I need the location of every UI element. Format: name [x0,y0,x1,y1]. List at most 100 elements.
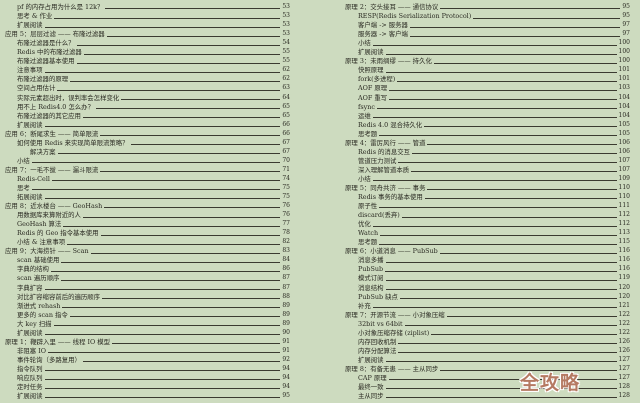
toc-section-entry[interactable]: 解决方案 67 [0,147,290,156]
toc-section-entry[interactable]: PubSub 缺点 120 [320,292,630,301]
toc-section-entry[interactable]: 扩展阅读 66 [0,120,290,129]
toc-section-entry[interactable]: AOF 重写 104 [320,92,630,102]
toc-section-entry[interactable]: 布隆过滤器是什么？ 54 [0,38,290,47]
toc-section-entry[interactable]: 对比扩容缩容前后的遍历顺序 88 [0,292,290,301]
toc-section-entry[interactable]: 实际元素超出时，误判率会怎样变化 64 [0,92,290,102]
leader-line [385,388,617,390]
toc-section-entry[interactable]: 小结 109 [320,174,630,183]
toc-chapter-entry[interactable]: 原理 3：未雨绸缪 —— 持久化 100 [320,56,630,65]
toc-section-entry[interactable]: 布隆过滤器基本使用 55 [0,56,290,65]
toc-section-entry[interactable]: 空间占用估计 63 [0,83,290,92]
toc-entry-title: 小结 [358,174,371,183]
toc-section-entry[interactable]: Redis 事务的基本使用 110 [320,192,630,201]
leader-line [82,361,281,363]
toc-section-entry[interactable]: RESP(Redis Serialization Protocol) 95 [320,11,630,20]
toc-section-entry[interactable]: 指令队列 94 [0,364,290,373]
toc-section-entry[interactable]: 如何使用 Redis 来实现简单限流策略？ 67 [0,138,290,147]
toc-section-entry[interactable]: 布隆过滤器的原理 62 [0,74,290,83]
toc-section-entry[interactable]: 事件轮询（多路复用） 92 [0,355,290,364]
toc-section-entry[interactable]: 模式订阅 119 [320,273,630,282]
toc-section-entry[interactable]: 主从同步 128 [320,391,630,400]
toc-section-entry[interactable]: 用不上 Redis4.0 怎么办？ 65 [0,102,290,111]
toc-chapter-entry[interactable]: 原理 1：鞭辟入里 —— 线程 IO 模型 91 [0,337,290,346]
toc-section-entry[interactable]: 字典扩容 87 [0,282,290,292]
leader-line [82,216,281,218]
toc-section-entry[interactable]: 注意事项 62 [0,65,290,74]
toc-section-entry[interactable]: pf 的内存占用为什么是 12k？ 53 [0,2,290,11]
toc-section-entry[interactable]: 小结 & 注意事项 82 [0,237,290,246]
toc-chapter-entry[interactable]: 应用 5：层层过滤 —— 布隆过滤器 53 [0,29,290,38]
toc-section-entry[interactable]: 运维 104 [320,111,630,120]
toc-section-entry[interactable]: scan 基础使用 84 [0,255,290,264]
toc-section-entry[interactable]: 补充 121 [320,301,630,310]
toc-section-entry[interactable]: 用数据库来算附近的人 76 [0,210,290,219]
toc-chapter-entry[interactable]: 原理 7：开源节流 —— 小对象压缩 122 [320,310,630,319]
toc-section-entry[interactable]: PubSub 116 [320,264,630,273]
toc-chapter-entry[interactable]: 应用 7：一毛不拔 —— 漏斗限流 71 [0,165,290,174]
toc-section-entry[interactable]: 优化 112 [320,219,630,228]
toc-section-entry[interactable]: 扩展阅读 95 [0,391,290,400]
toc-section-entry[interactable]: Redis 的消息交互 106 [320,147,630,156]
toc-chapter-entry[interactable]: 原理 8：有备无患 —— 主从同步 127 [320,364,630,373]
toc-page-number: 55 [282,57,290,65]
toc-entry-title: AOF 原理 [358,84,388,93]
toc-chapter-entry[interactable]: 应用 8：近水楼台 —— GeoHash 76 [0,201,290,210]
toc-section-entry[interactable]: 扩展阅读 53 [0,20,290,29]
toc-section-entry[interactable]: 渐进式 rehash 89 [0,301,290,310]
toc-section-entry[interactable]: 思考题 115 [320,237,630,246]
toc-section-entry[interactable]: 字典的结构 86 [0,264,290,273]
toc-section-entry[interactable]: 扩展阅读 90 [0,328,290,337]
toc-entry-title: 小结 [17,156,30,165]
toc-section-entry[interactable]: 思考 & 作业 53 [0,11,290,20]
toc-section-entry[interactable]: 消息多播 116 [320,255,630,264]
toc-section-entry[interactable]: 最终一致 128 [320,382,630,391]
toc-section-entry[interactable]: 内存分配算法 126 [320,346,630,355]
toc-section-entry[interactable]: 非阻塞 IO 91 [0,346,290,355]
toc-chapter-entry[interactable]: 应用 9：大海捞针 —— Scan 83 [0,246,290,255]
toc-chapter-entry[interactable]: 原理 4：雷厉风行 —— 管道 106 [320,138,630,147]
toc-page-number: 128 [618,383,630,391]
toc-section-entry[interactable]: 拓展阅读 75 [0,192,290,201]
toc-section-entry[interactable]: GeoHash 算法 77 [0,219,290,228]
toc-section-entry[interactable]: 小结 100 [320,38,630,47]
toc-section-entry[interactable]: fork(多进程) 101 [320,74,630,83]
toc-section-entry[interactable]: 小结 70 [0,156,290,165]
toc-section-entry[interactable]: 服务器 -> 客户端 97 [320,29,630,38]
toc-section-entry[interactable]: 原子性 111 [320,201,630,210]
toc-section-entry[interactable]: 定时任务 94 [0,382,290,391]
toc-section-entry[interactable]: 深入理解管道本质 107 [320,165,630,174]
toc-section-entry[interactable]: 思考 75 [0,183,290,192]
toc-section-entry[interactable]: 32bit vs 64bit 122 [320,319,630,328]
toc-section-entry[interactable]: 更多的 scan 指令 89 [0,310,290,319]
leader-line [100,171,281,173]
toc-section-entry[interactable]: 小对象压缩存储 (ziplist) 122 [320,328,630,337]
toc-section-entry[interactable]: 内存回收机制 126 [320,337,630,346]
toc-section-entry[interactable]: 扩展阅读 127 [320,355,630,364]
toc-section-entry[interactable]: 快照原理 101 [320,65,630,74]
toc-section-entry[interactable]: Redis 4.0 混合持久化 105 [320,120,630,129]
toc-chapter-entry[interactable]: 原理 2：交头接耳 —— 通信协议 95 [320,2,630,11]
toc-section-entry[interactable]: Redis-Cell 74 [0,174,290,183]
toc-section-entry[interactable]: 客户端 -> 服务器 97 [320,20,630,29]
toc-chapter-entry[interactable]: 应用 6：断尾求生 —— 简单限流 66 [0,129,290,138]
toc-section-entry[interactable]: 管道压力测试 107 [320,156,630,165]
toc-section-entry[interactable]: Redis 中的布隆过滤器 55 [0,47,290,56]
toc-page-number: 100 [618,57,630,65]
toc-chapter-entry[interactable]: 原理 6：小道消息 —— PubSub 116 [320,246,630,255]
toc-section-entry[interactable]: CAP 原理 127 [320,373,630,382]
toc-page-number: 122 [618,310,630,318]
toc-section-entry[interactable]: 扩展阅读 100 [320,47,630,56]
toc-section-entry[interactable]: 思考题 105 [320,129,630,138]
toc-section-entry[interactable]: fsync 104 [320,102,630,111]
toc-section-entry[interactable]: 响应队列 94 [0,373,290,382]
toc-section-entry[interactable]: Redis 的 Geo 指令基本使用 78 [0,228,290,237]
toc-chapter-entry[interactable]: 原理 5：同舟共济 —— 事务 110 [320,183,630,192]
toc-section-entry[interactable]: 消息结构 120 [320,282,630,292]
toc-section-entry[interactable]: discard(丢弃) 112 [320,210,630,219]
toc-entry-title: 应用 5：层层过滤 —— 布隆过滤器 [5,30,105,39]
toc-section-entry[interactable]: 布隆过滤器的其它应用 65 [0,111,290,120]
toc-section-entry[interactable]: AOF 原理 103 [320,83,630,92]
toc-section-entry[interactable]: scan 遍历顺序 87 [0,273,290,282]
toc-section-entry[interactable]: 大 key 扫描 89 [0,319,290,328]
toc-section-entry[interactable]: Watch 113 [320,228,630,237]
